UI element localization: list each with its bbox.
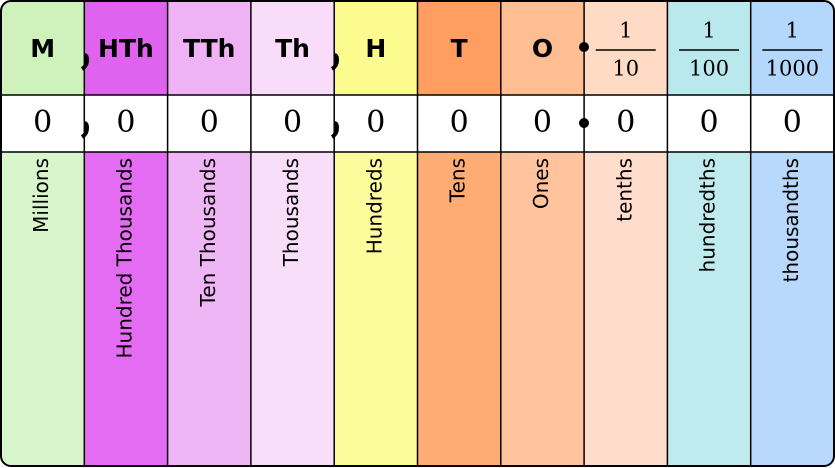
comma [330,53,340,71]
fraction-numerator: 1 [619,19,632,43]
value-cell [667,95,751,152]
name-cell [167,152,251,466]
place-name: thousandths [779,158,803,282]
digit: 0 [450,105,469,140]
digit: 0 [200,105,219,140]
digit: 0 [116,105,135,140]
digit: 0 [533,105,552,140]
digit: 0 [700,105,719,140]
digit: 0 [783,105,802,140]
digit: 0 [616,105,635,140]
digit: 0 [283,105,302,140]
column-header: T [451,34,468,63]
value-cell [250,95,335,152]
place-name: hundredths [696,158,720,272]
column-header: H [365,34,386,63]
value-cell [84,95,168,152]
name-cell [417,152,501,466]
column-header: HTh [98,34,154,63]
place-name: Ten Thousands [196,158,220,307]
header-cell [250,1,335,95]
name-cell [250,152,335,466]
name-cell [750,152,834,466]
fraction-numerator: 1 [786,19,799,43]
header-cell [584,1,668,95]
column-header: TTh [183,34,235,63]
header-cell [500,1,585,95]
value-cell [1,95,85,152]
name-cell [1,152,85,466]
header-cell [1,1,85,95]
fraction-denominator: 1000 [766,57,819,81]
fraction-numerator: 1 [702,19,715,43]
digit: 0 [366,105,385,140]
column-header: M [30,34,55,63]
fraction-denominator: 100 [689,57,729,81]
comma [80,121,90,139]
name-cell [334,152,418,466]
name-cell [667,152,751,466]
header-cell [334,1,418,95]
place-name: Thousands [279,158,303,267]
value-cell [584,95,668,152]
name-cell [584,152,668,466]
header-cell [667,1,751,95]
digit: 0 [33,105,52,140]
decimal-point [579,118,589,128]
decimal-point [579,42,589,52]
header-cell [167,1,251,95]
value-cell [750,95,834,152]
header-cell [84,1,168,95]
column-header: Th [275,34,310,63]
place-name: tenths [612,158,636,222]
place-name: Millions [29,158,53,233]
name-cell [84,152,168,466]
header-cell [417,1,501,95]
separators [80,42,589,139]
place-name: Hundreds [362,158,386,254]
value-cell [334,95,418,152]
place-name: Ones [529,158,553,209]
header-cell [750,1,834,95]
fraction-denominator: 10 [612,57,639,81]
value-cell [167,95,251,152]
value-cell [500,95,585,152]
comma [330,121,340,139]
name-cell [500,152,585,466]
place-name: Hundred Thousands [112,158,136,359]
place-name: Tens [446,158,470,203]
comma [80,53,90,71]
column-header: O [532,34,553,63]
value-cell [417,95,501,152]
